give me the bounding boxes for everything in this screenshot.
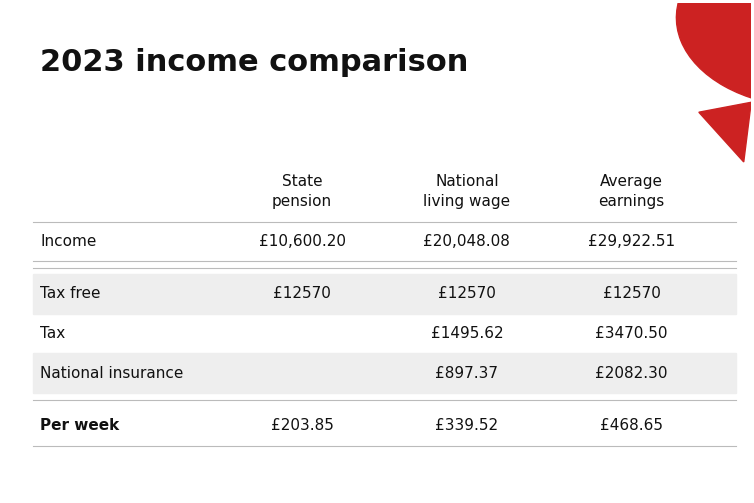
- Wedge shape: [676, 0, 754, 107]
- Text: 2023 income comparison: 2023 income comparison: [40, 48, 468, 76]
- Polygon shape: [699, 102, 751, 162]
- Text: £339.52: £339.52: [435, 418, 498, 433]
- Text: State
pension: State pension: [272, 175, 333, 209]
- Text: Average
earnings: Average earnings: [599, 175, 664, 209]
- Text: £3470.50: £3470.50: [595, 326, 668, 341]
- Text: £203.85: £203.85: [271, 418, 333, 433]
- Text: £897.37: £897.37: [435, 366, 498, 381]
- Text: £29,922.51: £29,922.51: [588, 234, 675, 249]
- Text: National insurance: National insurance: [40, 366, 183, 381]
- Text: £468.65: £468.65: [600, 418, 663, 433]
- Text: Per week: Per week: [40, 418, 119, 433]
- Text: £1495.62: £1495.62: [431, 326, 503, 341]
- Text: National
living wage: National living wage: [423, 175, 510, 209]
- Text: Tax: Tax: [40, 326, 66, 341]
- Text: £10,600.20: £10,600.20: [259, 234, 345, 249]
- Text: £12570: £12570: [438, 286, 495, 301]
- Text: Tax free: Tax free: [40, 286, 101, 301]
- Text: £2082.30: £2082.30: [595, 366, 668, 381]
- Text: £12570: £12570: [273, 286, 331, 301]
- Text: Income: Income: [40, 234, 97, 249]
- Bar: [32, 274, 736, 314]
- Text: £12570: £12570: [602, 286, 661, 301]
- Text: £20,048.08: £20,048.08: [424, 234, 510, 249]
- Bar: [32, 354, 736, 393]
